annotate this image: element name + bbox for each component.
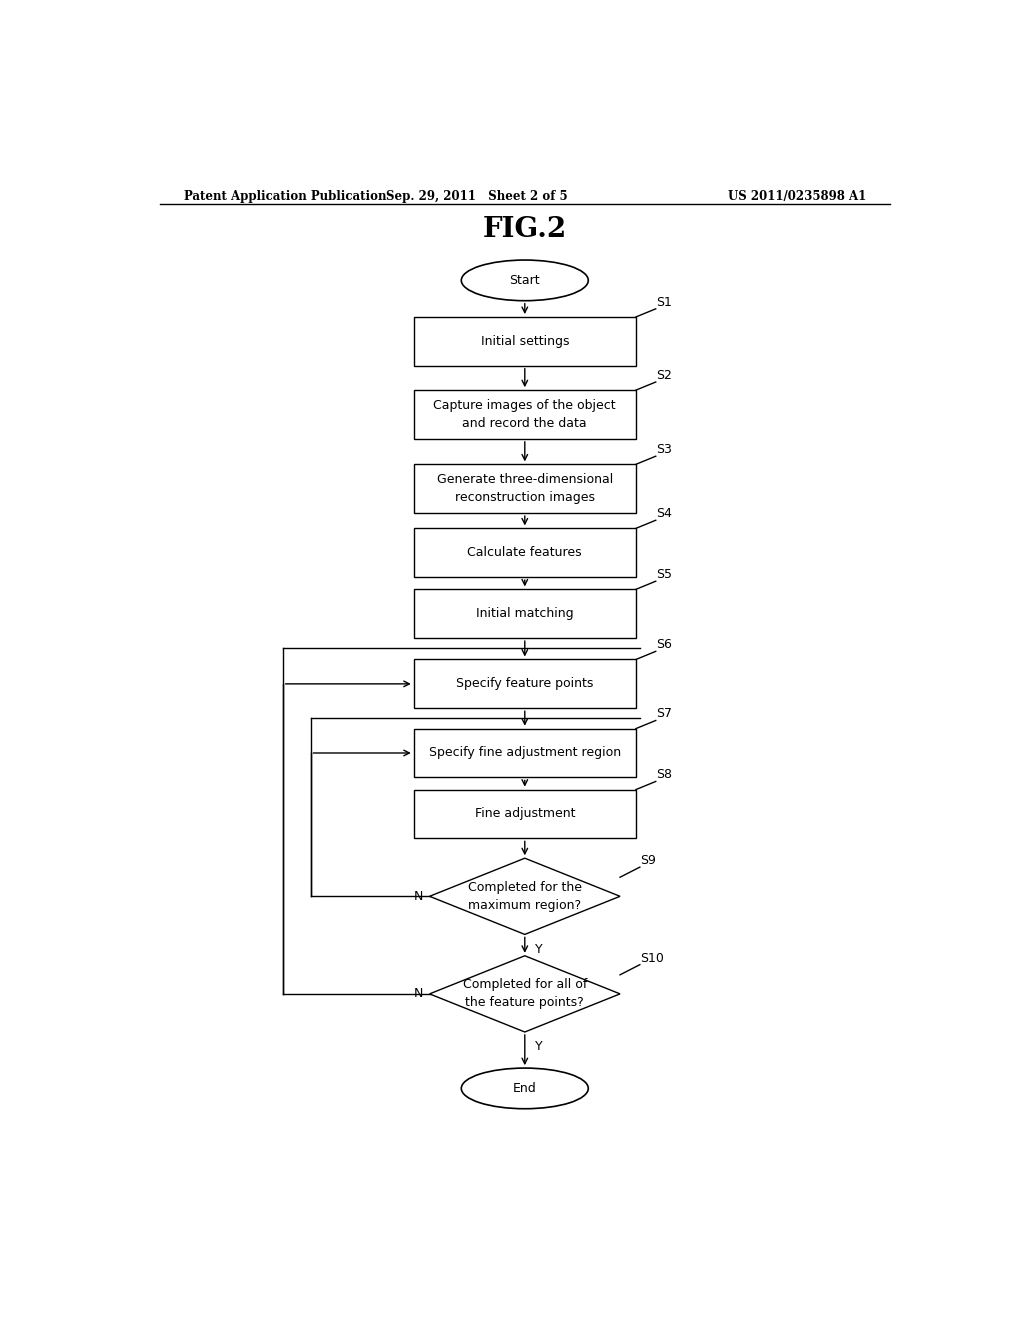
Text: Calculate features: Calculate features — [468, 546, 582, 560]
FancyBboxPatch shape — [414, 528, 636, 577]
Text: Completed for the
maximum region?: Completed for the maximum region? — [468, 880, 582, 912]
Text: Y: Y — [536, 942, 543, 956]
Ellipse shape — [461, 1068, 588, 1109]
Text: Generate three-dimensional
reconstruction images: Generate three-dimensional reconstructio… — [436, 474, 613, 504]
Text: Start: Start — [510, 273, 540, 286]
Text: Capture images of the object
and record the data: Capture images of the object and record … — [433, 399, 616, 430]
Text: S9: S9 — [640, 854, 655, 867]
FancyBboxPatch shape — [414, 660, 636, 709]
Ellipse shape — [461, 260, 588, 301]
Text: S7: S7 — [655, 708, 672, 721]
Text: S10: S10 — [640, 952, 664, 965]
Text: US 2011/0235898 A1: US 2011/0235898 A1 — [728, 190, 866, 202]
FancyBboxPatch shape — [414, 789, 636, 838]
Text: S4: S4 — [655, 507, 672, 520]
Text: Patent Application Publication: Patent Application Publication — [183, 190, 386, 202]
Text: Initial settings: Initial settings — [480, 335, 569, 348]
FancyBboxPatch shape — [414, 729, 636, 777]
Polygon shape — [430, 956, 620, 1032]
Text: S8: S8 — [655, 768, 672, 781]
Text: S2: S2 — [655, 370, 672, 381]
FancyBboxPatch shape — [414, 317, 636, 366]
Text: Initial matching: Initial matching — [476, 607, 573, 620]
Text: Fine adjustment: Fine adjustment — [474, 808, 575, 821]
Text: Sep. 29, 2011   Sheet 2 of 5: Sep. 29, 2011 Sheet 2 of 5 — [386, 190, 568, 202]
Text: Specify fine adjustment region: Specify fine adjustment region — [429, 747, 621, 759]
FancyBboxPatch shape — [414, 589, 636, 638]
Text: Completed for all of
the feature points?: Completed for all of the feature points? — [463, 978, 587, 1010]
Text: N: N — [414, 987, 423, 1001]
Text: S5: S5 — [655, 568, 672, 581]
Text: End: End — [513, 1082, 537, 1094]
FancyBboxPatch shape — [414, 465, 636, 513]
Text: Y: Y — [536, 1040, 543, 1053]
Text: S3: S3 — [655, 444, 672, 457]
Text: FIG.2: FIG.2 — [482, 216, 567, 243]
Text: N: N — [414, 890, 423, 903]
Text: S6: S6 — [655, 639, 672, 651]
Text: Specify feature points: Specify feature points — [456, 677, 594, 690]
Polygon shape — [430, 858, 620, 935]
Text: S1: S1 — [655, 296, 672, 309]
FancyBboxPatch shape — [414, 391, 636, 440]
